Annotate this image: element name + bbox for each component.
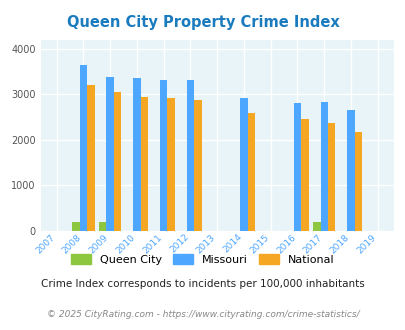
Bar [312, 222, 320, 231]
Bar [293, 103, 301, 231]
Bar [106, 77, 114, 231]
Bar [247, 113, 255, 231]
Bar [87, 85, 94, 231]
Text: Crime Index corresponds to incidents per 100,000 inhabitants: Crime Index corresponds to incidents per… [41, 279, 364, 289]
Bar [327, 122, 335, 231]
Bar [133, 78, 140, 231]
Text: Queen City Property Crime Index: Queen City Property Crime Index [66, 15, 339, 30]
Bar [240, 98, 247, 231]
Legend: Queen City, Missouri, National: Queen City, Missouri, National [67, 250, 338, 269]
Bar [99, 222, 106, 231]
Bar [114, 92, 121, 231]
Bar [346, 110, 354, 231]
Bar [79, 65, 87, 231]
Bar [160, 80, 167, 231]
Bar [354, 132, 361, 231]
Bar [167, 98, 175, 231]
Text: © 2025 CityRating.com - https://www.cityrating.com/crime-statistics/: © 2025 CityRating.com - https://www.city… [47, 310, 358, 319]
Bar [186, 80, 194, 231]
Bar [72, 222, 79, 231]
Bar [140, 97, 148, 231]
Bar [301, 119, 308, 231]
Bar [194, 100, 201, 231]
Bar [320, 102, 327, 231]
